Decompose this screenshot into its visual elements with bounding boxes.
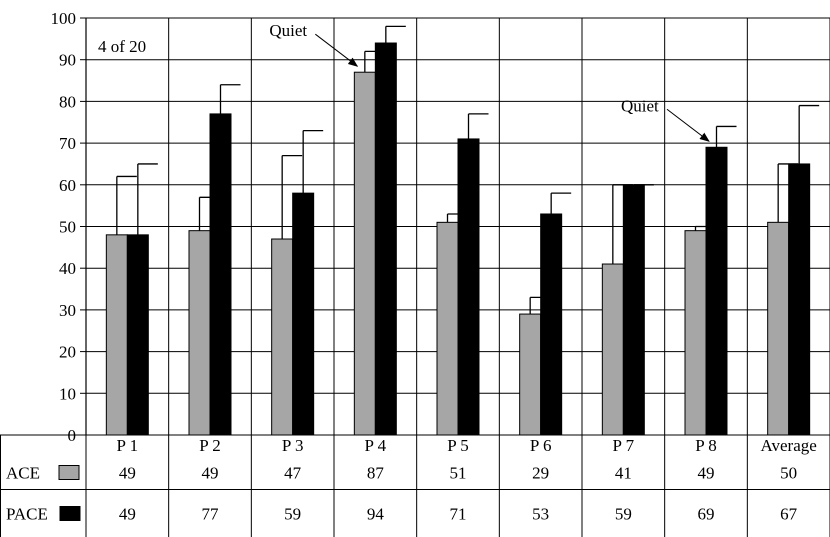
bar-pace-8 [705, 146, 728, 436]
table-cell-pace: 69 [698, 505, 715, 524]
x-category-label: P 6 [530, 436, 552, 455]
bar-pace-1 [126, 234, 149, 436]
table-cell-ace: 49 [119, 464, 136, 483]
x-category-label: P 5 [447, 436, 469, 455]
table-cell-ace: 87 [367, 464, 385, 483]
table-cell-ace: 41 [615, 464, 632, 483]
y-tick-label: 60 [59, 176, 76, 195]
x-category-label: P 7 [613, 436, 635, 455]
bar-ace-6 [519, 313, 542, 436]
annotations: 4 of 20 Quiet Quiet [98, 21, 710, 142]
table-cell-pace: 59 [615, 505, 632, 524]
table-cell-pace: 59 [284, 505, 301, 524]
annotation-quiet-label: Quiet [621, 96, 659, 115]
table-cell-pace: 53 [532, 505, 549, 524]
x-category-label: P 3 [282, 436, 304, 455]
y-tick-label: 50 [59, 218, 76, 237]
bar-ace-3 [271, 238, 294, 436]
table-cell-pace: 77 [202, 505, 220, 524]
bar-ace-9 [767, 221, 790, 436]
bar-pace-6 [540, 213, 563, 436]
table-cell-ace: 29 [532, 464, 549, 483]
y-tick-label: 40 [59, 259, 76, 278]
y-tick-label: 90 [59, 51, 76, 70]
bar-ace-7 [601, 263, 624, 436]
bar-pace-2 [209, 113, 232, 436]
legend-swatch-ace [58, 465, 80, 480]
x-category-label: P 4 [365, 436, 387, 455]
x-category-label: Average [761, 436, 817, 455]
x-category-label: P 2 [199, 436, 221, 455]
bar-ace-2 [188, 230, 211, 436]
bars [105, 25, 820, 436]
y-tick-label: 30 [59, 301, 76, 320]
table-cell-ace: 51 [450, 464, 467, 483]
legend-label-pace: PACE [6, 505, 48, 524]
table-cell-ace: 50 [780, 464, 797, 483]
bar-pace-9 [788, 163, 811, 436]
table-cell-ace: 49 [698, 464, 715, 483]
table-cell-ace: 47 [284, 464, 302, 483]
annotation-arrow [315, 33, 359, 67]
y-tick-label: 20 [59, 343, 76, 362]
table-cell-pace: 49 [119, 505, 136, 524]
bar-ace-4 [353, 71, 376, 436]
data-table: ACE 49 49 47 87 51 29 41 49 50 PACE 49 77 59 94 71 53 59 6… [0, 434, 830, 537]
annotation-arrow [666, 108, 710, 142]
bar-ace-5 [436, 221, 459, 436]
x-category-label: P 1 [117, 436, 139, 455]
annotation-quiet-label: Quiet [269, 21, 307, 40]
table-cell-ace: 49 [202, 464, 219, 483]
table-cell-pace: 67 [780, 505, 798, 524]
bar-ace-8 [684, 230, 707, 436]
x-category-label: P 8 [695, 436, 717, 455]
y-tick-label: 80 [59, 92, 76, 111]
legend-label-ace: ACE [6, 464, 40, 483]
bar-pace-3 [292, 192, 315, 436]
table-cell-pace: 71 [450, 505, 467, 524]
bar-pace-4 [374, 42, 397, 436]
y-tick-label: 100 [51, 9, 77, 28]
y-tick-label: 10 [59, 384, 76, 403]
bar-pace-7 [622, 184, 645, 436]
bar-pace-5 [457, 138, 480, 436]
legend-swatch-pace [59, 506, 81, 521]
table-cell-pace: 94 [367, 505, 385, 524]
bar-ace-1 [105, 234, 128, 436]
y-tick-label: 70 [59, 134, 76, 153]
annotation-label: 4 of 20 [98, 37, 146, 56]
